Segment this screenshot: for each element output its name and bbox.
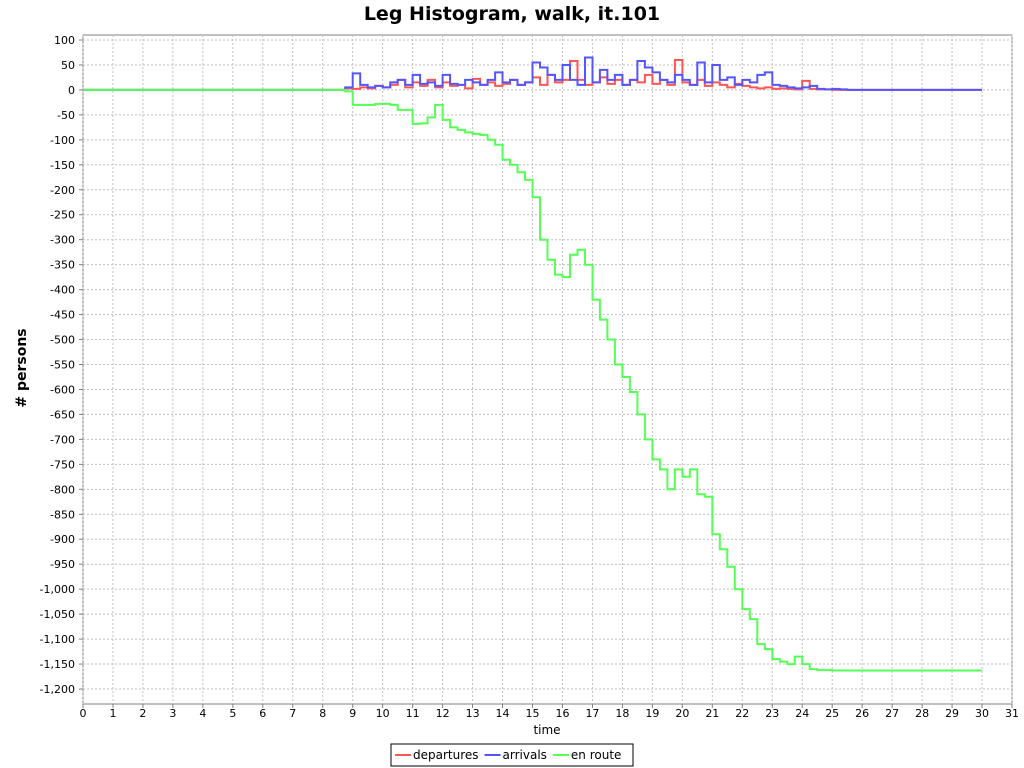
x-tick-label: 28 <box>915 707 929 720</box>
y-tick-label: -950 <box>50 558 75 571</box>
x-tick-label: 17 <box>585 707 599 720</box>
y-tick-label: -600 <box>50 383 75 396</box>
x-tick-label: 22 <box>735 707 749 720</box>
y-tick-label: -1,100 <box>40 633 75 646</box>
x-tick-label: 20 <box>675 707 689 720</box>
y-tick-label: -100 <box>50 134 75 147</box>
x-tick-label: 18 <box>615 707 629 720</box>
y-tick-label: 50 <box>61 59 75 72</box>
x-tick-label: 4 <box>199 707 206 720</box>
y-tick-label: -650 <box>50 408 75 421</box>
x-tick-label: 12 <box>436 707 450 720</box>
y-tick-label: -750 <box>50 458 75 471</box>
y-tick-label: -1,050 <box>40 608 75 621</box>
x-tick-label: 9 <box>349 707 356 720</box>
y-tick-label: -550 <box>50 359 75 372</box>
y-tick-label: -250 <box>50 209 75 222</box>
y-tick-label: -200 <box>50 184 75 197</box>
y-tick-label: -450 <box>50 309 75 322</box>
x-tick-label: 15 <box>526 707 540 720</box>
x-tick-label: 8 <box>319 707 326 720</box>
legend-box <box>390 743 634 767</box>
legend-label-en-route: en route <box>571 748 622 762</box>
y-tick-label: -900 <box>50 533 75 546</box>
y-axis: 100 50 0 -50 -100 -150 -200 -250 -300 -350 -400 -45… <box>40 34 83 696</box>
legend-label-arrivals: arrivals <box>503 748 547 762</box>
x-tick-label: 5 <box>229 707 236 720</box>
x-tick-label: 7 <box>289 707 296 720</box>
x-tick-label: 6 <box>259 707 266 720</box>
y-tick-label: 100 <box>54 34 75 47</box>
x-tick-label: 19 <box>645 707 659 720</box>
plot-area <box>82 34 1013 705</box>
series-layer <box>83 56 982 672</box>
x-tick-label: 3 <box>169 707 176 720</box>
x-tick-label: 29 <box>945 707 959 720</box>
y-tick-label: -50 <box>57 109 75 122</box>
series-line-arrivals <box>83 56 982 91</box>
y-tick-label: -1,150 <box>40 658 75 671</box>
x-tick-label: 24 <box>795 707 809 720</box>
legend-label-departures: departures <box>413 748 479 762</box>
y-tick-label: -350 <box>50 259 75 272</box>
y-tick-label: -150 <box>50 159 75 172</box>
x-tick-label: 11 <box>406 707 420 720</box>
y-tick-label: -800 <box>50 483 75 496</box>
x-tick-label: 10 <box>376 707 390 720</box>
x-tick-label: 21 <box>705 707 719 720</box>
x-tick-label: 0 <box>80 707 87 720</box>
x-tick-label: 16 <box>555 707 569 720</box>
y-tick-label: -850 <box>50 508 75 521</box>
x-tick-label: 27 <box>885 707 899 720</box>
series-line-en-route <box>83 88 982 672</box>
x-tick-label: 31 <box>1005 707 1019 720</box>
y-tick-label: 0 <box>68 84 75 97</box>
x-tick-label: 14 <box>496 707 510 720</box>
x-tick-label: 13 <box>466 707 480 720</box>
y-tick-label: -400 <box>50 284 75 297</box>
y-tick-label: -500 <box>50 334 75 347</box>
legend: departures arrivals en route <box>390 743 634 767</box>
y-tick-label: -700 <box>50 433 75 446</box>
chart-title: Leg Histogram, walk, it.101 <box>364 3 660 25</box>
y-axis-label: # persons <box>14 328 30 407</box>
x-tick-label: 30 <box>975 707 989 720</box>
y-tick-label: -1,200 <box>40 683 75 696</box>
y-tick-label: -1,000 <box>40 583 75 596</box>
x-tick-label: 1 <box>109 707 116 720</box>
y-tick-label: -300 <box>50 234 75 247</box>
x-tick-label: 2 <box>139 707 146 720</box>
x-axis: 0 1 2 3 4 5 6 7 8 9 10 11 12 13 14 15 16 17 18 19 20 21 22 23 24… <box>80 704 1019 720</box>
x-tick-label: 25 <box>825 707 839 720</box>
x-tick-label: 26 <box>855 707 869 720</box>
x-tick-label: 23 <box>765 707 779 720</box>
x-axis-label: time <box>533 723 560 737</box>
